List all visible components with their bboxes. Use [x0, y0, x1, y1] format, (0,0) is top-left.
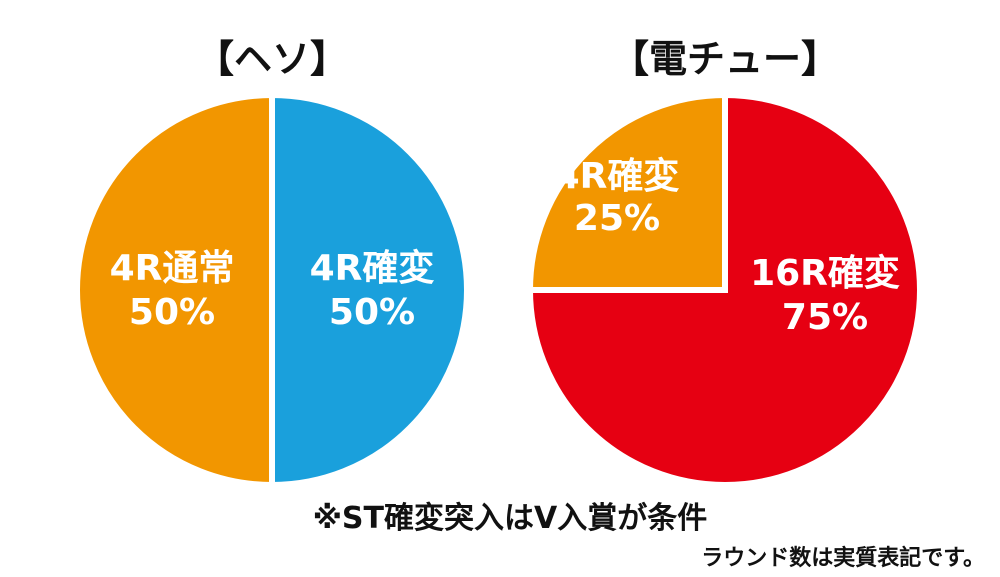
slice-value-denchu-kakuhen-4r: 25%: [574, 198, 660, 239]
slice-value-denchu-kakuhen-16r: 75%: [782, 297, 868, 338]
slice-label-denchu-kakuhen-4r: 4R確変: [555, 155, 680, 197]
chart-title-denchu: 【電チュー】: [611, 37, 839, 81]
slice-value-heso-kakuhen-4r: 50%: [329, 292, 415, 333]
pie-slice-heso-kakuhen-4r: [74, 91, 275, 489]
pie-chart-denchu: 【電チュー】 16R確変 75% 4R確変 25%: [526, 37, 923, 488]
slice-label-heso-kakuhen-4r: 4R確変: [310, 247, 435, 289]
note-st-condition: ※ST確変突入はV入賞が条件: [313, 501, 707, 536]
pie-slice-denchu-kakuhen-4r: [526, 91, 728, 293]
chart-title-heso: 【ヘソ】: [196, 37, 348, 81]
pie-chart-heso: 【ヘソ】 4R通常 50% 4R確変 50%: [74, 37, 470, 489]
note-round-notation: ラウンド数は実質表記です。: [701, 545, 985, 571]
slice-label-heso-normal-4r: 4R通常: [110, 248, 235, 289]
pie-slice-heso-normal-4r: [269, 91, 470, 489]
pie-slice-denchu-kakuhen-16r: [526, 91, 923, 488]
slice-value-heso-normal-4r: 50%: [129, 292, 215, 333]
pie-slices-denchu: [526, 91, 923, 488]
pie-slices-heso: [74, 91, 470, 489]
slice-label-denchu-kakuhen-16r: 16R確変: [750, 252, 900, 294]
